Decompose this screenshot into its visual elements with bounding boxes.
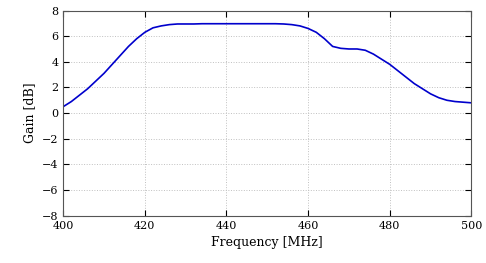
Y-axis label: Gain [dB]: Gain [dB]: [23, 83, 36, 143]
X-axis label: Frequency [MHz]: Frequency [MHz]: [211, 236, 323, 249]
